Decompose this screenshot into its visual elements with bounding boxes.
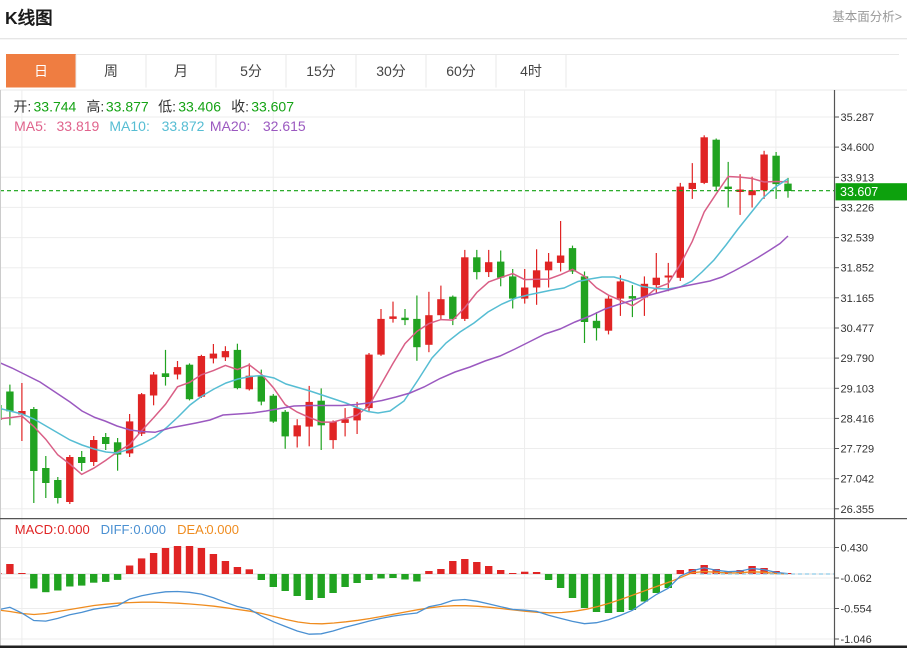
svg-text:27.729: 27.729 <box>841 444 875 456</box>
svg-text:4时: 4时 <box>520 63 542 79</box>
svg-text:28.416: 28.416 <box>841 413 875 425</box>
svg-text:日: 日 <box>34 63 48 79</box>
svg-text:15分: 15分 <box>306 63 336 79</box>
svg-text:32.539: 32.539 <box>841 233 875 245</box>
svg-text:34.600: 34.600 <box>841 142 875 154</box>
svg-text:26.355: 26.355 <box>841 504 875 516</box>
svg-text:60分: 60分 <box>446 63 476 79</box>
svg-text:27.042: 27.042 <box>841 474 875 486</box>
svg-text:33.913: 33.913 <box>841 172 875 184</box>
svg-text:月: 月 <box>174 63 188 79</box>
svg-text:30分: 30分 <box>376 63 406 79</box>
svg-text:5分: 5分 <box>240 63 262 79</box>
svg-text:35.287: 35.287 <box>841 112 875 124</box>
svg-text:K线图: K线图 <box>5 8 53 28</box>
svg-text:29.790: 29.790 <box>841 353 875 365</box>
svg-text:周: 周 <box>104 63 118 79</box>
svg-text:31.165: 31.165 <box>841 293 875 305</box>
svg-text:29.103: 29.103 <box>841 383 875 395</box>
svg-text:-0.554: -0.554 <box>841 604 872 616</box>
svg-text:33.226: 33.226 <box>841 202 875 214</box>
svg-text:-1.046: -1.046 <box>841 634 872 646</box>
svg-text:基本面分析>: 基本面分析> <box>832 10 902 24</box>
svg-text:31.852: 31.852 <box>841 263 875 275</box>
svg-text:33.607: 33.607 <box>840 185 878 199</box>
svg-text:-0.062: -0.062 <box>841 573 872 585</box>
svg-text:30.477: 30.477 <box>841 323 875 335</box>
svg-text:0.430: 0.430 <box>841 543 869 555</box>
